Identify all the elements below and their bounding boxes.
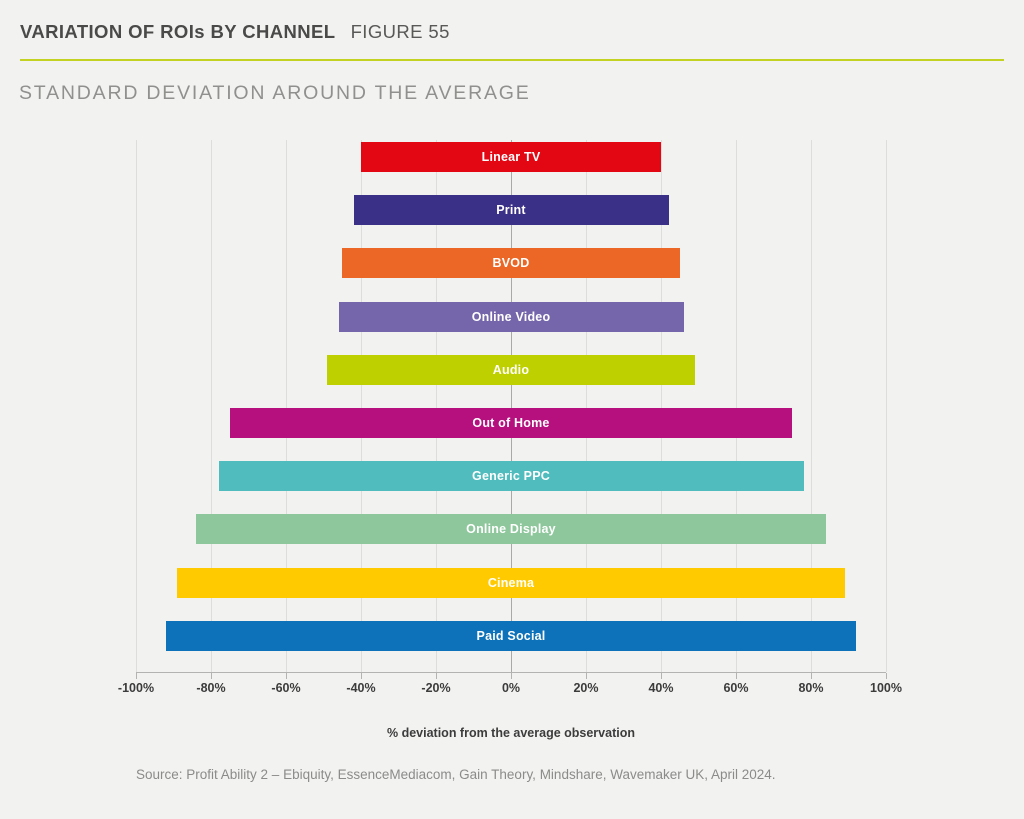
bar-label: Cinema xyxy=(487,575,535,590)
bar-audio: Audio xyxy=(327,354,695,385)
axis-tick xyxy=(811,673,812,679)
gridline xyxy=(361,140,362,672)
axis-tick xyxy=(286,673,287,679)
bar-online-display: Online Display xyxy=(196,514,826,545)
gridline xyxy=(436,140,437,672)
axis-tick xyxy=(136,673,137,679)
axis-tick-label: 100% xyxy=(870,681,902,695)
bar-linear-tv: Linear TV xyxy=(361,142,661,172)
axis-tick-label: 20% xyxy=(573,681,599,695)
figure-number: FIGURE 55 xyxy=(350,21,450,42)
figure-title: VARIATION OF ROIs BY CHANNEL xyxy=(20,21,336,42)
bar-generic-ppc: Generic PPC xyxy=(218,461,804,492)
bar-label: Online Display xyxy=(466,522,556,537)
axis-tick xyxy=(361,673,362,679)
x-axis-label: % deviation from the average observation xyxy=(387,726,635,740)
bar-label: Generic PPC xyxy=(472,469,550,484)
zero-gridline xyxy=(511,140,512,672)
axis-tick xyxy=(736,673,737,679)
axis-tick-label: 60% xyxy=(723,681,749,695)
gridline xyxy=(586,140,587,672)
axis-tick xyxy=(586,673,587,679)
axis-tick xyxy=(511,673,512,679)
bar-online-video: Online Video xyxy=(338,301,684,332)
bar-label: Audio xyxy=(492,362,530,377)
gridline xyxy=(661,140,662,672)
chart-subtitle: STANDARD DEVIATION AROUND THE AVERAGE xyxy=(19,82,531,104)
axis-tick-label: -20% xyxy=(421,681,451,695)
axis-tick-label: -60% xyxy=(271,681,301,695)
bar-label: Paid Social xyxy=(476,628,546,643)
axis-tick-label: -40% xyxy=(346,681,376,695)
axis-tick-label: 0% xyxy=(501,681,521,695)
bar-label: Print xyxy=(496,203,526,218)
gridline xyxy=(811,140,812,672)
bar-label: Linear TV xyxy=(481,150,541,164)
gridline xyxy=(211,140,212,672)
bar-label: Out of Home xyxy=(472,416,550,430)
bar-label: BVOD xyxy=(492,256,530,271)
bar-print: Print xyxy=(353,195,669,226)
bar-out-of-home: Out of Home xyxy=(229,408,793,438)
axis-tick-label: -100% xyxy=(117,681,155,695)
divider-rule xyxy=(20,59,1004,61)
axis-tick-label: -80% xyxy=(196,681,226,695)
axis-tick-label: 40% xyxy=(648,681,674,695)
figure-title-row: VARIATION OF ROIs BY CHANNEL FIGURE 55 xyxy=(20,20,450,44)
axis-tick xyxy=(661,673,662,679)
axis-tick xyxy=(886,673,887,679)
gridline xyxy=(736,140,737,672)
bar-cinema: Cinema xyxy=(177,567,845,598)
bar-paid-social: Paid Social xyxy=(166,620,856,651)
gridline xyxy=(286,140,287,672)
axis-tick xyxy=(211,673,212,679)
plot-area: -100% -80% -60% -40% -20% 0% 20% 40% 60% 80% 100% L… xyxy=(118,140,902,695)
gridline xyxy=(136,140,137,672)
gridline xyxy=(886,140,887,672)
bar-label: Online Video xyxy=(471,309,551,324)
axis-tick-label: 80% xyxy=(798,681,824,695)
source-note: Source: Profit Ability 2 – Ebiquity, Ess… xyxy=(136,767,776,782)
axis-tick xyxy=(436,673,437,679)
bar-bvod: BVOD xyxy=(342,248,680,279)
